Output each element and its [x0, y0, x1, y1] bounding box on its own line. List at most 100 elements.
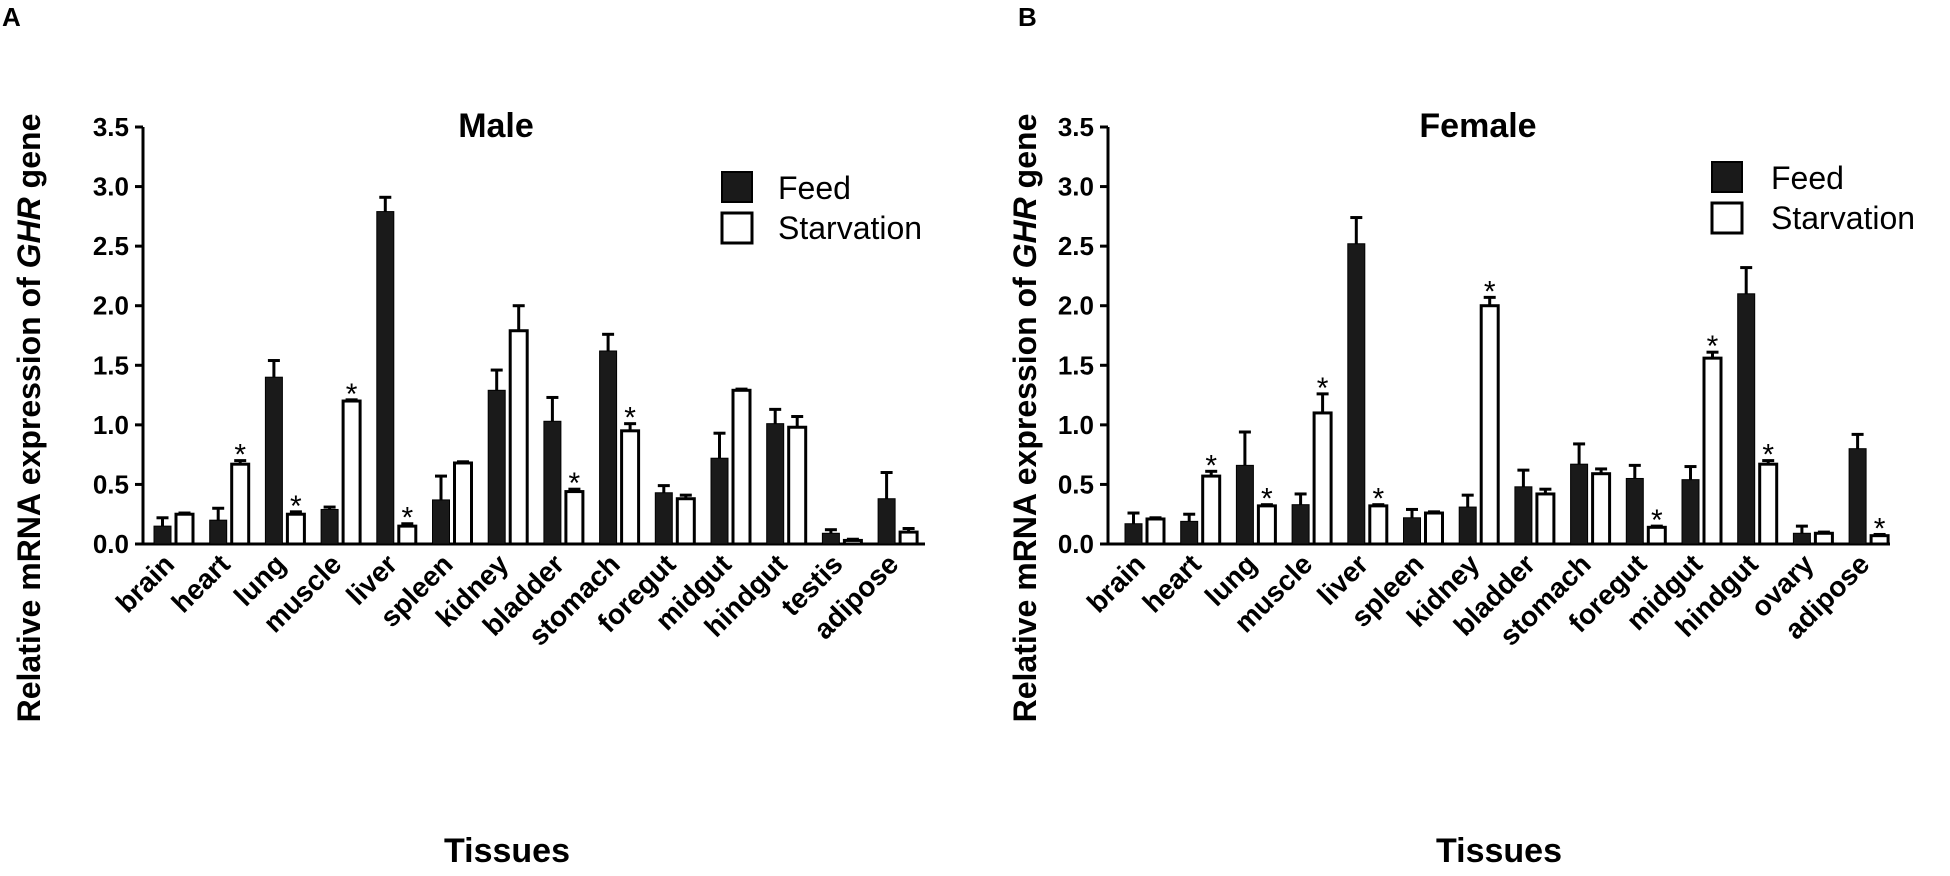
bar-feed-hindgut [1737, 293, 1756, 545]
bar-feed-muscle [1291, 504, 1310, 545]
y-tick-label: 0.0 [1058, 529, 1094, 559]
bar-feed-lung [1235, 464, 1254, 545]
legend: Feed Starvation [720, 170, 922, 246]
y-tick-label: 2.5 [1058, 231, 1094, 261]
y-tick-label: 0.5 [93, 469, 129, 499]
panel-a: A Male Relative mRNA expression of GHR g… [2, 2, 925, 870]
significance-marker-kidney: * [1484, 275, 1496, 308]
bar-feed-heart [209, 519, 228, 545]
bar-starvation-muscle [341, 399, 362, 546]
x-tick-label-heart: heart [1137, 548, 1207, 618]
x-tick-label-heart: heart [166, 548, 236, 618]
bar-feed-midgut [1681, 479, 1700, 545]
bar-starvation-brain [174, 512, 195, 546]
y-axis-title-gene: GHR [11, 197, 47, 268]
bar-feed-brain [153, 525, 172, 545]
legend: Feed Starvation [1710, 160, 1915, 236]
bar-starvation-testis [842, 538, 863, 546]
bar-feed-spleen [1403, 517, 1421, 545]
x-axis-title: Tissues [444, 832, 570, 870]
bar-starvation-kidney [1479, 304, 1500, 546]
bar-feed-muscle [320, 508, 339, 545]
bar-starvation-kidney [508, 329, 529, 546]
significance-marker-liver: * [401, 502, 413, 535]
significance-marker-hindgut: * [1762, 439, 1774, 472]
legend-label-starvation: Starvation [778, 210, 922, 246]
significance-marker-foregut: * [1651, 504, 1663, 537]
significance-marker-bladder: * [569, 467, 581, 500]
significance-marker-lung: * [290, 490, 302, 523]
y-tick-label: 1.5 [93, 350, 129, 380]
y-axis-title: Relative mRNA expression of GHR gene [1007, 114, 1043, 723]
bar-feed-midgut [710, 457, 729, 545]
bar-feed-stomach [1570, 463, 1589, 545]
significance-marker-adipose: * [1874, 512, 1886, 545]
significance-marker-lung: * [1261, 483, 1273, 516]
bar-feed-adipose [877, 498, 896, 545]
y-tick-label: 3.5 [1058, 112, 1094, 142]
panel-b: B Female Relative mRNA expression of GHR… [1007, 2, 1915, 870]
bar-starvation-stomach [1591, 472, 1612, 546]
bar-feed-hindgut [766, 423, 785, 545]
bar-starvation-stomach [620, 429, 641, 546]
panel-label: B [1018, 2, 1037, 32]
y-tick-label: 0.5 [1058, 469, 1094, 499]
panel-label: A [2, 2, 21, 32]
y-axis-title-prefix: Relative mRNA expression of [11, 268, 47, 722]
bar-starvation-brain [1145, 517, 1166, 546]
y-tick-label: 2.0 [1058, 291, 1094, 321]
bar-feed-foregut [654, 492, 673, 545]
bar-feed-bladder [543, 420, 562, 545]
significance-marker-muscle: * [346, 378, 358, 411]
bar-feed-ovary [1792, 532, 1811, 545]
bar-starvation-heart [1201, 474, 1222, 546]
bar-starvation-hindgut [1758, 462, 1779, 546]
bar-starvation-spleen [1424, 511, 1444, 546]
bar-feed-spleen [432, 499, 450, 545]
y-tick-label: 0.0 [93, 529, 129, 559]
bar-feed-stomach [599, 350, 618, 545]
legend-label-feed: Feed [1771, 160, 1844, 196]
bar-feed-bladder [1514, 486, 1533, 545]
y-tick-label: 2.0 [93, 291, 129, 321]
bar-feed-testis [821, 532, 840, 545]
legend-swatch-feed [1711, 161, 1743, 193]
y-tick-label: 1.0 [1058, 410, 1094, 440]
bar-starvation-bladder [1535, 492, 1556, 546]
significance-marker-heart: * [1205, 449, 1217, 482]
y-tick-label: 3.0 [93, 172, 129, 202]
legend-label-starvation: Starvation [1771, 200, 1915, 236]
bar-starvation-midgut [731, 388, 752, 546]
y-axis-title-gene: GHR [1007, 197, 1043, 268]
legend-swatch-feed [721, 171, 753, 203]
bar-starvation-midgut [1702, 356, 1723, 546]
significance-marker-stomach: * [624, 402, 636, 435]
y-tick-label: 2.5 [93, 231, 129, 261]
legend-swatch-starvation [1710, 201, 1744, 235]
y-axis-title-suffix: gene [1007, 114, 1043, 198]
y-axis-title-prefix: Relative mRNA expression of [1007, 268, 1043, 722]
bar-feed-kidney [487, 389, 506, 545]
bar-feed-foregut [1625, 477, 1644, 545]
bar-feed-liver [376, 211, 395, 545]
bar-feed-liver [1347, 243, 1366, 545]
y-axis-title: Relative mRNA expression of GHR gene [11, 114, 47, 723]
y-tick-label: 1.0 [93, 410, 129, 440]
chart-title: Male [458, 107, 534, 145]
legend-swatch-starvation [720, 211, 754, 245]
y-tick-label: 3.0 [1058, 172, 1094, 202]
significance-marker-midgut: * [1707, 330, 1719, 363]
bar-starvation-hindgut [787, 425, 808, 546]
significance-marker-heart: * [234, 439, 246, 472]
significance-marker-liver: * [1372, 483, 1384, 516]
bar-starvation-adipose [898, 530, 919, 546]
chart-title: Female [1419, 107, 1536, 145]
y-axis-title-suffix: gene [11, 114, 47, 198]
bar-starvation-ovary [1813, 531, 1834, 546]
bar-feed-heart [1180, 520, 1199, 545]
bar-feed-kidney [1458, 506, 1477, 545]
bar-starvation-spleen [453, 461, 473, 546]
bar-feed-adipose [1848, 448, 1867, 545]
bar-starvation-foregut [675, 497, 696, 546]
